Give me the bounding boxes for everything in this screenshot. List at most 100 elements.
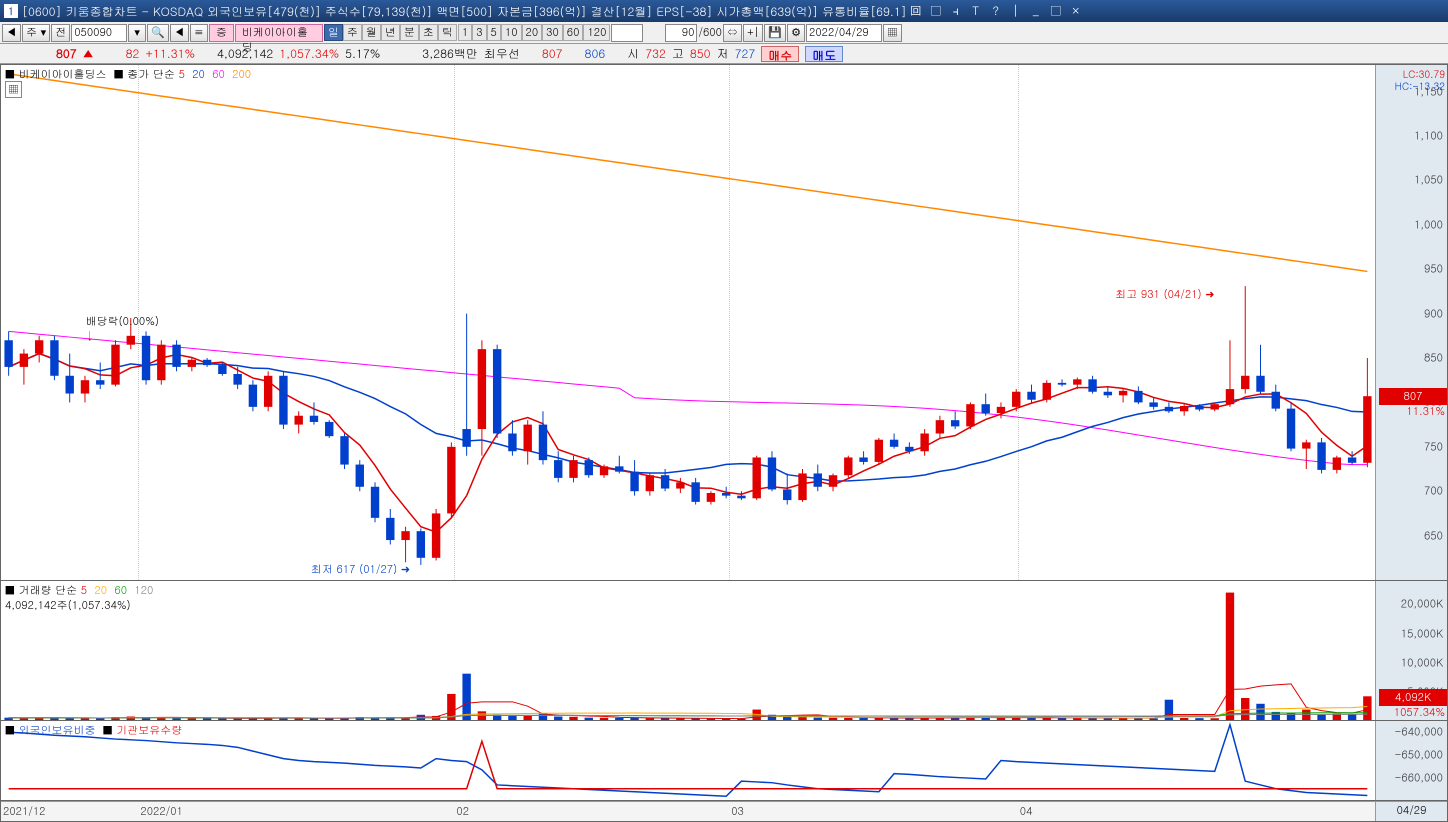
ratio: 5.17% — [345, 45, 380, 62]
current-pct-tag: 11.31% — [1406, 404, 1445, 419]
window-titlebar: 1 [0600] 키움종합차트 - KOSDAQ 외국인보유[479(천)] 주… — [0, 0, 1448, 22]
bars-total-label: /600 — [698, 25, 722, 40]
price-ytick: 1,050 — [1414, 173, 1443, 188]
x-axis-month: 02 — [456, 804, 469, 819]
settings-button[interactable]: ⚙ — [787, 24, 805, 42]
timeframe-분[interactable]: 분 — [400, 24, 419, 41]
volume-chart-panel[interactable]: ■ 거래량 단순 5 20 60 120 4,092,142주(1,057.34… — [1, 581, 1447, 721]
foreign-ytick: -660,000 — [1395, 771, 1443, 786]
low-label: 저 — [717, 45, 729, 62]
change-percent: +11.31% — [145, 45, 195, 62]
multiplier-60[interactable]: 60 — [563, 24, 584, 41]
nav-all-button[interactable]: 전 — [51, 24, 70, 42]
tools-button[interactable]: ≡ — [190, 24, 208, 42]
chart-container: ■ 비케이아이홀딩스 ■ 종가 단순 5 20 60 200 ▦ 배당락(0.0… — [0, 64, 1448, 822]
sys-btn-0[interactable]: 回 — [907, 3, 925, 19]
price-ytick: 1,100 — [1414, 129, 1443, 144]
bars-input[interactable] — [665, 24, 697, 42]
price-ytick: 1,000 — [1414, 217, 1443, 232]
foreign-ytick: -640,000 — [1395, 725, 1443, 740]
price-chart-legend: ■ 비케이아이홀딩스 ■ 종가 단순 5 20 60 200 ▦ — [5, 67, 251, 97]
timeframe-월[interactable]: 월 — [362, 24, 381, 41]
period-dropdown[interactable]: 주 ▾ — [22, 24, 50, 42]
volume: 4,092,142 — [217, 45, 273, 62]
quote-bar: 807 ▲ 82 +11.31% 4,092,142 1,057.34% 5.1… — [0, 44, 1448, 64]
maximize-button[interactable]: □ — [1047, 3, 1065, 19]
save-button[interactable]: 💾 — [764, 24, 786, 42]
price-ytick: 900 — [1424, 306, 1443, 321]
best-bid: 807 — [542, 45, 563, 62]
x-axis-panel: 2021/12 2022/01 02 03 04 04/29 — [1, 801, 1447, 821]
vol-ytick: 10,000K — [1401, 655, 1443, 670]
amount: 3,286백만 — [422, 45, 478, 62]
high-annotation: 최고 931 (04/21) ➜ — [1115, 287, 1214, 302]
current-price-tag: 807 — [1379, 388, 1447, 405]
arrow-up-icon: ▲ — [83, 45, 94, 62]
timeframe-틱[interactable]: 틱 — [438, 24, 457, 41]
crosshair-button[interactable]: +| — [743, 24, 763, 42]
dividend-annotation: 배당락(0.00%)↓ — [86, 314, 160, 344]
multiplier-120[interactable]: 120 — [583, 24, 610, 41]
price-ytick: 700 — [1424, 484, 1443, 499]
foreign-chart-panel[interactable]: ■ 외국인보유비중 ■ 기관보유수량 -640,000 -650,000 -660,… — [1, 721, 1447, 801]
stock-code-input[interactable] — [71, 24, 127, 42]
close-button[interactable]: × — [1067, 3, 1085, 19]
main-toolbar: ◀ 주 ▾ 전 ▾ 🔍 ◀ ≡ 증 비케이아이홀딩 일주월년분초틱 135102… — [0, 22, 1448, 44]
foreign-chart-legend: ■ 외국인보유비중 ■ 기관보유수량 — [5, 723, 182, 738]
price-ytick: 650 — [1424, 528, 1443, 543]
x-axis-month: 04 — [1020, 804, 1033, 819]
foreign-ytick: -650,000 — [1395, 748, 1443, 763]
x-axis-month: 03 — [731, 804, 744, 819]
multiplier-10[interactable]: 10 — [501, 24, 522, 41]
volume-pct: 1,057.34% — [279, 45, 339, 62]
vol-pct-tag: 1057.34% — [1394, 705, 1445, 720]
timeframe-년[interactable]: 년 — [381, 24, 400, 41]
x-axis-current-date: 04/29 — [1375, 802, 1447, 821]
mult-input[interactable] — [611, 24, 643, 42]
grid-icon[interactable]: ▦ — [5, 81, 22, 98]
multiplier-30[interactable]: 30 — [542, 24, 563, 41]
multiplier-5[interactable]: 5 — [487, 24, 501, 41]
sys-btn-2[interactable]: ⫞ — [947, 3, 965, 19]
multiplier-20[interactable]: 20 — [522, 24, 543, 41]
search-button[interactable]: 🔍 — [147, 24, 169, 42]
low-value: 727 — [735, 45, 756, 62]
low-annotation: 최저 617 (01/27) ➜ — [311, 562, 410, 577]
sys-btn-3[interactable]: T — [967, 3, 985, 19]
date-input[interactable] — [806, 24, 882, 42]
open-label: 시 — [627, 45, 639, 62]
sell-button[interactable]: 매도 — [805, 46, 843, 62]
vol-current-tag: 4,092K — [1379, 689, 1447, 706]
window-system-buttons: 回 □ ⫞ T ? │ _ □ × — [907, 3, 1085, 19]
x-axis-month: 2021/12 — [3, 804, 46, 819]
x-axis-month: 2022/01 — [140, 804, 183, 819]
volume-chart-legend: ■ 거래량 단순 5 20 60 120 4,092,142주(1,057.34… — [5, 583, 153, 613]
timeframe-주[interactable]: 주 — [343, 24, 362, 41]
back-button[interactable]: ◀ — [170, 24, 189, 42]
nav-prev-button[interactable]: ◀ — [2, 24, 21, 42]
price-ytick: 850 — [1424, 351, 1443, 366]
minimize-button[interactable]: _ — [1027, 3, 1045, 19]
timeframe-일[interactable]: 일 — [324, 24, 343, 41]
calendar-button[interactable]: ▦ — [883, 24, 902, 42]
vol-ytick: 15,000K — [1401, 626, 1443, 641]
sys-btn-1[interactable]: □ — [927, 3, 945, 19]
best-label: 최우선 — [484, 45, 520, 62]
code-dropdown-button[interactable]: ▾ — [128, 24, 146, 42]
price-ytick: 750 — [1424, 439, 1443, 454]
zoom-fit-button[interactable]: ⇔ — [723, 24, 742, 42]
price-chart-panel[interactable]: ■ 비케이아이홀딩스 ■ 종가 단순 5 20 60 200 ▦ 배당락(0.0… — [1, 65, 1447, 581]
multiplier-1[interactable]: 1 — [458, 24, 472, 41]
sys-btn-help[interactable]: ? — [987, 3, 1005, 19]
multiplier-3[interactable]: 3 — [472, 24, 486, 41]
high-value: 850 — [690, 45, 711, 62]
buy-button[interactable]: 매수 — [761, 46, 799, 62]
stock-name-label[interactable]: 비케이아이홀딩 — [235, 24, 323, 42]
cert-button[interactable]: 증 — [209, 24, 234, 42]
vol-ytick: 20,000K — [1401, 597, 1443, 612]
change-amount: 82 — [126, 45, 140, 62]
app-icon: 1 — [4, 4, 18, 18]
price-ytick: 1,150 — [1414, 84, 1443, 99]
window-code: [0600] — [22, 3, 62, 20]
timeframe-초[interactable]: 초 — [419, 24, 438, 41]
